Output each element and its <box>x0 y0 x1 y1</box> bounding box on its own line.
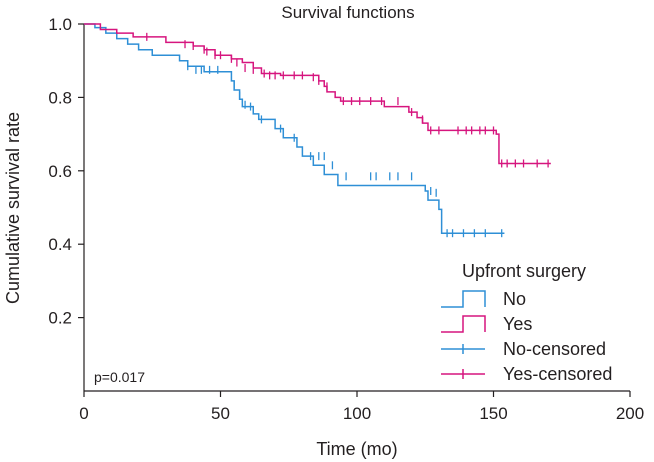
x-tick-label: 0 <box>79 404 88 423</box>
plot-area <box>84 23 551 238</box>
legend-item-yes-censored: Yes-censored <box>441 364 612 384</box>
x-tick-label: 200 <box>616 404 644 423</box>
y-tick-label: 0.8 <box>48 88 72 107</box>
legend-item-no: No <box>441 289 526 309</box>
legend-symbol <box>441 290 486 308</box>
legend-item-yes: Yes <box>441 314 532 334</box>
legend-item-no-censored: No-censored <box>441 339 606 359</box>
y-tick-label: 1.0 <box>48 15 72 34</box>
survival-curve-yes <box>84 23 551 165</box>
axes: 0 50 100 150 200 0.2 0.4 0.6 0.8 1.0 <box>48 15 644 423</box>
y-tick-label: 0.6 <box>48 162 72 181</box>
survival-curve-no <box>84 23 505 234</box>
y-axis-title: Cumulative survival rate <box>3 112 23 304</box>
x-axis-title: Time (mo) <box>316 439 397 459</box>
legend-label: No <box>503 289 526 309</box>
y-tick-label: 0.2 <box>48 309 72 328</box>
legend-label: Yes-censored <box>503 364 612 384</box>
legend-label: Yes <box>503 314 532 334</box>
x-tick-label: 150 <box>479 404 507 423</box>
chart-title: Survival functions <box>281 3 414 22</box>
legend-title: Upfront surgery <box>462 261 586 281</box>
x-tick-label: 50 <box>211 404 230 423</box>
x-tick-label: 100 <box>343 404 371 423</box>
legend: Upfront surgery No Yes No-censored Yes-cens… <box>441 261 612 384</box>
p-value-annotation: p=0.017 <box>94 369 145 385</box>
legend-symbol <box>441 315 486 333</box>
legend-label: No-censored <box>503 339 606 359</box>
y-tick-label: 0.4 <box>48 235 72 254</box>
